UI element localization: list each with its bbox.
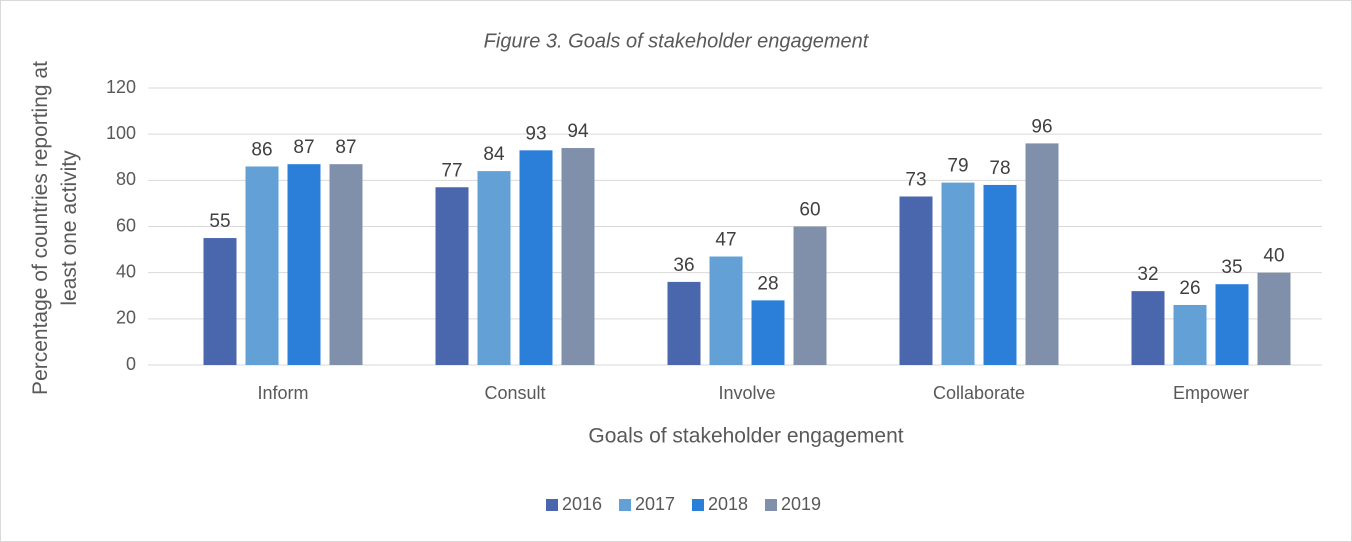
bar [1025,143,1059,365]
y-tick-label: 60 [116,215,136,235]
y-tick-label: 20 [116,308,136,328]
legend-label: 2017 [635,494,675,514]
bar [245,166,279,365]
data-label: 87 [293,137,314,158]
bar [435,187,469,365]
bar [983,184,1017,365]
x-tick-label: Empower [1173,383,1249,403]
bar [1131,291,1165,365]
y-tick-label: 100 [106,123,136,143]
data-label: 96 [1031,116,1052,137]
bar [561,148,595,365]
bar [329,164,363,365]
legend-label: 2019 [781,494,821,514]
y-tick-label: 80 [116,169,136,189]
bar [941,182,975,365]
x-tick-label: Involve [718,383,775,403]
y-tick-label: 0 [126,354,136,374]
data-label: 40 [1263,246,1284,267]
legend-label: 2016 [562,494,602,514]
bar [203,238,237,365]
bar [519,150,553,365]
data-label: 84 [483,144,505,165]
data-label: 36 [673,255,694,276]
bar [1215,284,1249,365]
data-label: 78 [989,158,1010,179]
legend-label: 2018 [708,494,748,514]
data-label: 28 [757,273,778,294]
data-label: 73 [905,170,926,191]
data-label: 79 [947,156,968,177]
x-axis-title: Goals of stakeholder engagement [588,425,903,448]
data-label: 60 [799,200,820,221]
bar [477,171,511,365]
data-label: 87 [335,137,356,158]
data-label: 47 [715,230,736,251]
legend-swatch [765,499,777,511]
x-tick-label: Inform [257,383,308,403]
bar [1257,272,1291,365]
x-tick-label: Collaborate [933,383,1025,403]
chart-title: Figure 3. Goals of stakeholder engagemen… [484,30,870,52]
data-label: 35 [1221,257,1242,278]
legend-swatch [619,499,631,511]
data-label: 26 [1179,278,1200,299]
data-label: 94 [567,121,589,142]
data-label: 77 [441,160,462,181]
data-label: 55 [209,211,230,232]
bar [667,281,701,365]
bar [899,196,933,365]
bar [287,164,321,365]
x-tick-label: Consult [484,383,545,403]
bar [751,300,785,365]
y-tick-label: 120 [106,77,136,97]
legend-swatch [546,499,558,511]
y-axis-title: Percentage of countries reporting at lea… [29,61,81,395]
data-label: 32 [1137,264,1158,285]
y-tick-label: 40 [116,261,136,281]
bar [793,226,827,365]
legend-swatch [692,499,704,511]
data-label: 86 [251,139,272,160]
bar [709,256,743,365]
bar [1173,304,1207,365]
data-label: 93 [525,123,546,144]
